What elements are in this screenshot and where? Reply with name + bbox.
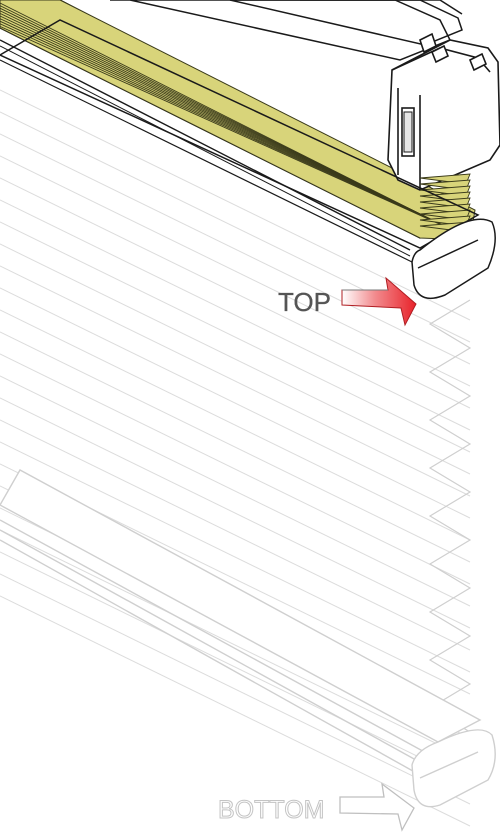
bottom-label: BOTTOM	[218, 796, 324, 824]
bottom-arrow-icon	[339, 782, 415, 832]
stack-pleat-line	[0, 25, 466, 237]
top-rail	[0, 19, 496, 300]
pleat-fold-zigzag	[428, 299, 472, 733]
pleat-line	[0, 287, 471, 519]
top-label: TOP	[278, 287, 331, 317]
pleat-line	[0, 551, 471, 783]
pleat-line	[0, 375, 471, 607]
pleat-line	[0, 309, 471, 541]
pleat-line	[0, 133, 471, 365]
pleat-line	[0, 573, 471, 805]
bottom-rail	[0, 469, 496, 808]
pleat-line	[0, 199, 471, 431]
head-rail-cassette	[110, 0, 463, 61]
fabric-fan-folds	[419, 173, 471, 233]
pleat-line	[0, 177, 471, 409]
pleat-line	[0, 265, 471, 497]
pleat-line	[0, 89, 471, 321]
pleat-line	[0, 595, 471, 827]
stack-pleat-line	[0, 20, 456, 232]
pleat-line	[0, 419, 471, 651]
pleat-line	[0, 529, 471, 761]
pleat-line	[0, 155, 471, 387]
pleat-line	[0, 243, 471, 475]
pleat-line	[0, 353, 471, 585]
fabric-pleat-lines	[0, 89, 471, 827]
top-arrow-icon	[341, 276, 417, 327]
pleat-line	[0, 331, 471, 563]
pleat-line	[0, 397, 471, 629]
end-cap-bracket	[387, 32, 500, 191]
stack-pleat-line	[0, 23, 461, 234]
stack-pleat-line	[0, 18, 451, 229]
pleat-line	[0, 221, 471, 453]
pleat-line	[0, 441, 471, 673]
